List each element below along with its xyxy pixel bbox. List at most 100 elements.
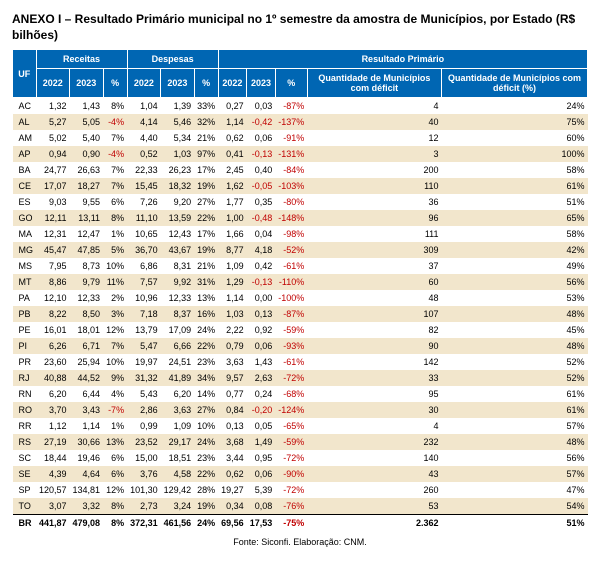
table-cell: 60 xyxy=(307,274,441,290)
table-cell: 0,05 xyxy=(247,418,276,434)
table-cell: 309 xyxy=(307,242,441,258)
table-row: SC18,4419,466%15,0018,5123%3,440,95-72%1… xyxy=(13,450,588,466)
table-cell: 19% xyxy=(194,242,218,258)
table-cell: 22,33 xyxy=(127,162,161,178)
table-cell: 441,87 xyxy=(36,515,70,532)
table-cell: 24% xyxy=(194,434,218,450)
table-cell: 142 xyxy=(307,354,441,370)
table-cell: 4% xyxy=(103,386,127,402)
table-cell: 12% xyxy=(103,322,127,338)
table-cell: 0,92 xyxy=(247,322,276,338)
table-row: RR1,121,141%0,991,0910%0,130,05-65%457% xyxy=(13,418,588,434)
table-cell: 61% xyxy=(442,402,588,418)
table-cell: 28% xyxy=(194,482,218,498)
table-cell: 12,11 xyxy=(36,210,70,226)
table-cell: 0,06 xyxy=(247,338,276,354)
table-cell: 10% xyxy=(103,258,127,274)
table-row: MA12,3112,471%10,6512,4317%1,660,04-98%1… xyxy=(13,226,588,242)
table-cell: 51% xyxy=(442,194,588,210)
table-cell: 4 xyxy=(307,98,441,115)
table-cell: 129,42 xyxy=(161,482,195,498)
table-cell: 57% xyxy=(442,418,588,434)
table-cell: 0,24 xyxy=(247,386,276,402)
table-row: MT8,869,7911%7,579,9231%1,29-0,13-110%60… xyxy=(13,274,588,290)
header-p-pct: % xyxy=(275,69,307,98)
table-row: PI6,266,717%5,476,6622%0,790,06-93%9048% xyxy=(13,338,588,354)
table-cell: MS xyxy=(13,258,37,274)
table-cell: 0,06 xyxy=(247,130,276,146)
table-cell: 95 xyxy=(307,386,441,402)
table-cell: 27,19 xyxy=(36,434,70,450)
table-cell: 0,84 xyxy=(218,402,247,418)
table-cell: -84% xyxy=(275,162,307,178)
table-cell: 1,14 xyxy=(218,290,247,306)
table-cell: 5,43 xyxy=(127,386,161,402)
table-cell: 82 xyxy=(307,322,441,338)
table-cell: 6,66 xyxy=(161,338,195,354)
table-cell: 5,39 xyxy=(247,482,276,498)
table-cell: 58% xyxy=(442,162,588,178)
table-cell: 41,89 xyxy=(161,370,195,386)
table-cell: -100% xyxy=(275,290,307,306)
table-cell: 19,97 xyxy=(127,354,161,370)
table-cell: 111 xyxy=(307,226,441,242)
table-row: AP0,940,90-4%0,521,0397%0,41-0,13-131%31… xyxy=(13,146,588,162)
table-cell: 7% xyxy=(103,130,127,146)
table-cell: 32% xyxy=(194,114,218,130)
table-cell: 6,71 xyxy=(70,338,104,354)
table-cell: 33% xyxy=(194,98,218,115)
table-cell: 3,24 xyxy=(161,498,195,515)
table-row: BA24,7726,637%22,3326,2317%2,450,40-84%2… xyxy=(13,162,588,178)
table-cell: 13% xyxy=(103,434,127,450)
table-footer: Fonte: Siconfi. Elaboração: CNM. xyxy=(12,537,588,547)
table-cell: 13,59 xyxy=(161,210,195,226)
table-cell: RS xyxy=(13,434,37,450)
header-qtd-def: Quantidade de Municípios com déficit xyxy=(307,69,441,98)
table-cell: 16% xyxy=(194,306,218,322)
table-cell: 3,68 xyxy=(218,434,247,450)
table-row: PA12,1012,332%10,9612,3313%1,140,00-100%… xyxy=(13,290,588,306)
table-cell: 110 xyxy=(307,178,441,194)
table-cell: 44,52 xyxy=(70,370,104,386)
table-cell: 45% xyxy=(442,322,588,338)
table-cell: -124% xyxy=(275,402,307,418)
header-p-2023: 2023 xyxy=(247,69,276,98)
table-cell: 1,43 xyxy=(247,354,276,370)
header-receitas: Receitas xyxy=(36,50,127,69)
table-cell: 58% xyxy=(442,226,588,242)
table-cell: 140 xyxy=(307,450,441,466)
table-cell: AL xyxy=(13,114,37,130)
table-cell: 0,77 xyxy=(218,386,247,402)
table-cell: 31,32 xyxy=(127,370,161,386)
header-resultado: Resultado Primário xyxy=(218,50,587,69)
table-cell: 4,39 xyxy=(36,466,70,482)
table-cell: 0,95 xyxy=(247,450,276,466)
table-cell: 14% xyxy=(194,386,218,402)
table-cell: CE xyxy=(13,178,37,194)
table-cell: -61% xyxy=(275,354,307,370)
table-cell: 18,32 xyxy=(161,178,195,194)
table-cell: 22% xyxy=(194,466,218,482)
table-row: PB8,228,503%7,188,3716%1,030,13-87%10748… xyxy=(13,306,588,322)
table-cell: 30,66 xyxy=(70,434,104,450)
table-cell: 6,86 xyxy=(127,258,161,274)
table-cell: 57% xyxy=(442,466,588,482)
table-cell: 8% xyxy=(103,498,127,515)
data-table: UF Receitas Despesas Resultado Primário … xyxy=(12,49,588,531)
table-cell: 8,31 xyxy=(161,258,195,274)
table-cell: 29,17 xyxy=(161,434,195,450)
table-row: CE17,0718,277%15,4518,3219%1,62-0,05-103… xyxy=(13,178,588,194)
table-cell: 2,73 xyxy=(127,498,161,515)
table-cell: 12,33 xyxy=(70,290,104,306)
table-cell: 19,27 xyxy=(218,482,247,498)
table-cell: 96 xyxy=(307,210,441,226)
table-cell: 3,44 xyxy=(218,450,247,466)
table-cell: 3,70 xyxy=(36,402,70,418)
header-d-pct: % xyxy=(194,69,218,98)
table-cell: 1,66 xyxy=(218,226,247,242)
table-cell: 1,49 xyxy=(247,434,276,450)
table-row: AM5,025,407%4,405,3421%0,620,06-91%1260% xyxy=(13,130,588,146)
table-cell: TO xyxy=(13,498,37,515)
table-cell: 372,31 xyxy=(127,515,161,532)
table-cell: 0,42 xyxy=(247,258,276,274)
